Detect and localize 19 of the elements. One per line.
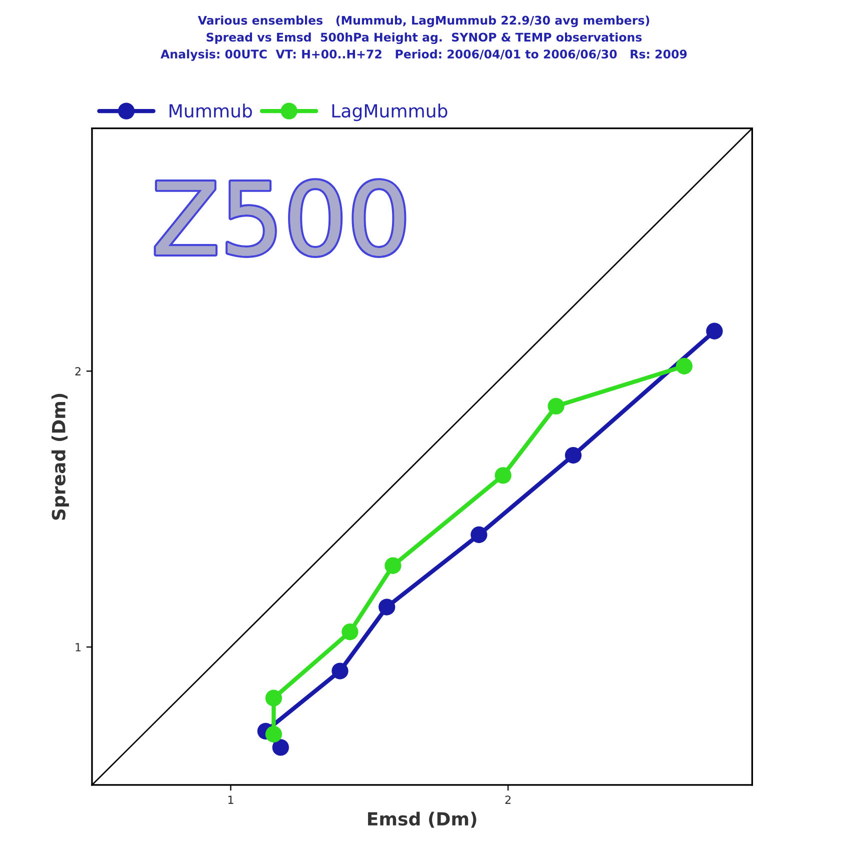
annotation: Z500	[156, 180, 404, 256]
point	[265, 690, 282, 706]
point	[272, 739, 289, 756]
x-axis-title: Emsd (Dm)	[368, 812, 476, 828]
point	[470, 526, 488, 544]
point	[494, 467, 512, 484]
y-axis-title: Spread (Dm)	[51, 394, 69, 520]
point	[342, 624, 358, 640]
point	[332, 662, 348, 680]
point	[384, 557, 402, 574]
legend-label: Mummub	[170, 104, 252, 118]
point	[548, 398, 564, 415]
point	[706, 322, 723, 340]
point	[378, 598, 396, 616]
point	[676, 358, 693, 375]
point	[564, 446, 582, 464]
legend-label: LagMummub	[332, 104, 448, 122]
point	[265, 726, 282, 743]
chart-title: Various ensembles (Mummub, LagMummub 22.9/30 avg members) Spread vs Emsd 500hPa Height ag. SYNOP & TEMP observations Analysis: 00UTC VT: H+00..H+72 Period: 2006/04/01 to 2006/06/30 Rs: 2009	[160, 16, 687, 61]
